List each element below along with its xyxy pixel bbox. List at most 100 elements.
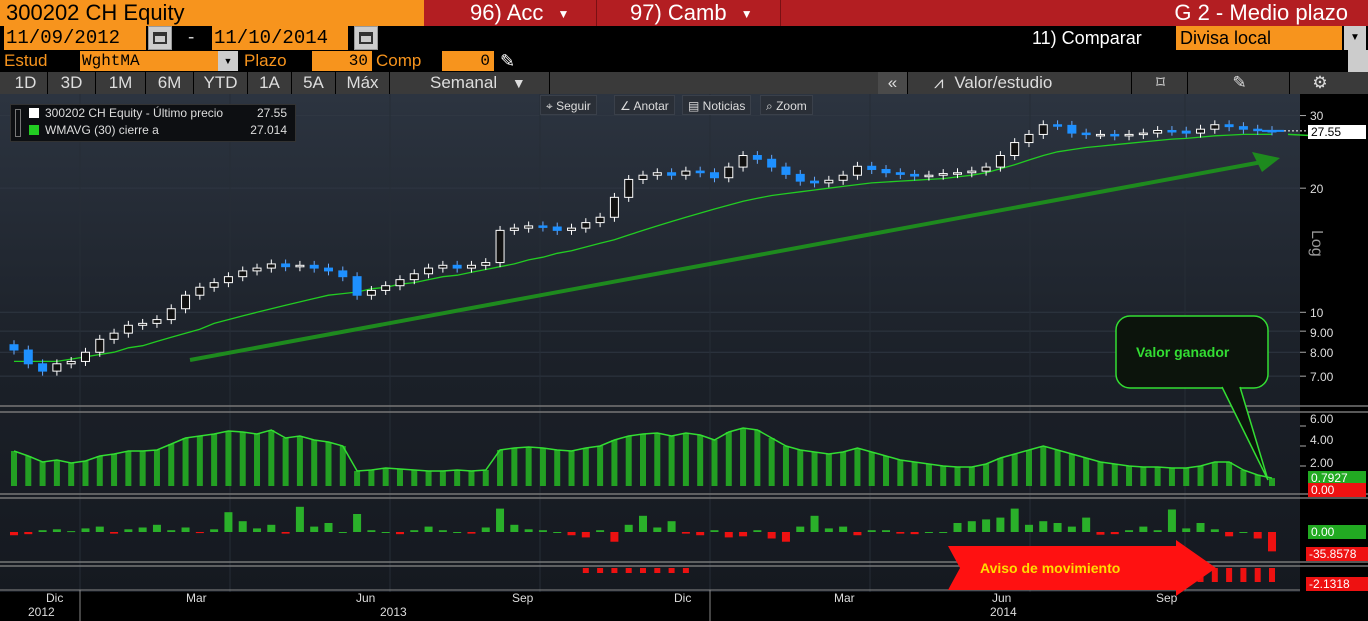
chart-line-icon: ⩘ bbox=[934, 73, 944, 92]
volume-bar bbox=[1269, 478, 1275, 486]
period-button[interactable]: 1A bbox=[248, 72, 292, 94]
zoom-tool[interactable]: ⌕ Zoom bbox=[760, 95, 813, 115]
period-button[interactable]: YTD bbox=[194, 72, 248, 94]
chevron-down-icon[interactable]: ▼ bbox=[1344, 26, 1366, 50]
study-field[interactable]: WghtMA bbox=[80, 51, 218, 71]
momentum-bar bbox=[110, 532, 119, 534]
momentum-bar bbox=[481, 527, 490, 532]
momentum-bar bbox=[295, 506, 304, 532]
momentum-bar bbox=[238, 521, 247, 532]
volume-bar bbox=[1183, 468, 1190, 486]
volume-bar bbox=[868, 452, 875, 486]
frequency-value: Semanal bbox=[430, 73, 498, 92]
momentum-bar bbox=[152, 524, 161, 532]
period-button[interactable]: 6M bbox=[146, 72, 194, 94]
x-month-label: Mar bbox=[834, 591, 855, 605]
frequency-select[interactable]: Semanal ▼ bbox=[420, 72, 550, 94]
calendar-icon[interactable] bbox=[354, 26, 378, 50]
search-icon: ⌕ bbox=[766, 99, 777, 113]
momentum-bar bbox=[1067, 526, 1076, 532]
value-study-button[interactable]: ⩘ Valor/estudio bbox=[910, 72, 1132, 94]
candle-body bbox=[910, 173, 920, 177]
period-button[interactable]: 1D bbox=[4, 72, 48, 94]
candle-body bbox=[838, 174, 848, 181]
candle-body bbox=[52, 363, 62, 372]
momentum-bar bbox=[939, 532, 948, 533]
warning-arrow bbox=[948, 540, 1216, 596]
candle-body bbox=[867, 165, 877, 170]
candle-body bbox=[695, 170, 705, 174]
period-button[interactable]: 3D bbox=[48, 72, 96, 94]
volume-bar bbox=[597, 446, 604, 486]
x-year-label: 2014 bbox=[990, 605, 1017, 619]
compare-currency-select[interactable]: Divisa local bbox=[1176, 26, 1342, 50]
candle-body bbox=[824, 179, 834, 184]
panel2-tick-label: 6.00 bbox=[1310, 412, 1334, 426]
momentum-bar bbox=[724, 532, 733, 538]
momentum-bar bbox=[610, 532, 619, 542]
x-month-label: Sep bbox=[1156, 591, 1178, 605]
volume-bar bbox=[854, 448, 861, 486]
candle-body bbox=[1138, 132, 1148, 136]
callout-pointer bbox=[1221, 386, 1269, 481]
candle-body bbox=[752, 155, 762, 160]
signal-bar bbox=[682, 568, 689, 573]
candle-body bbox=[924, 174, 934, 178]
follow-tool[interactable]: ⌖ Seguir bbox=[540, 95, 597, 115]
candle-body bbox=[138, 322, 148, 326]
momentum-bar bbox=[538, 530, 547, 532]
candle-body bbox=[80, 351, 90, 362]
period-button[interactable]: 5A bbox=[292, 72, 336, 94]
move-warning-label: Aviso de movimiento bbox=[980, 560, 1121, 576]
volume-bar bbox=[482, 470, 489, 486]
momentum-bar bbox=[581, 532, 590, 538]
candle-body bbox=[309, 264, 319, 269]
volume-bar bbox=[925, 464, 932, 486]
momentum-bar bbox=[253, 528, 262, 532]
volume-bar bbox=[1168, 468, 1175, 486]
chevron-down-icon[interactable]: ▼ bbox=[218, 51, 238, 71]
comp-field[interactable]: 0 bbox=[442, 51, 494, 71]
edit-chart-icon[interactable]: ✎ bbox=[1190, 72, 1290, 94]
collapse-button[interactable]: « bbox=[878, 72, 908, 94]
candle-body bbox=[9, 344, 19, 351]
news-tool[interactable]: ▤ Noticias bbox=[682, 95, 752, 115]
momentum-bar bbox=[181, 527, 190, 532]
calendar-icon[interactable] bbox=[148, 26, 172, 50]
volume-bar bbox=[1083, 458, 1090, 486]
volume-bar bbox=[640, 434, 646, 486]
period-field[interactable]: 30 bbox=[312, 51, 372, 71]
momentum-bar bbox=[267, 524, 276, 532]
pencil-icon[interactable]: ✎ bbox=[500, 51, 516, 71]
candle-body bbox=[609, 196, 619, 218]
start-date-field[interactable]: 11/09/2012 bbox=[4, 26, 146, 50]
period-button[interactable]: 1M bbox=[96, 72, 146, 94]
security-title[interactable]: 300202 CH Equity bbox=[0, 0, 424, 26]
volume-bar bbox=[254, 434, 261, 486]
chart-area[interactable] bbox=[0, 94, 1300, 592]
legend-handle[interactable] bbox=[15, 109, 21, 137]
volume-bar bbox=[954, 467, 961, 486]
bookmark-icon[interactable]: ⌑ bbox=[1134, 72, 1188, 94]
candle-body bbox=[324, 267, 333, 272]
annotate-tool[interactable]: ∠ Anotar bbox=[614, 95, 675, 115]
candle-body bbox=[581, 222, 591, 229]
signal-bar bbox=[1211, 568, 1218, 582]
volume-bar bbox=[182, 438, 189, 486]
end-date-field[interactable]: 11/10/2014 bbox=[212, 26, 348, 50]
scroll-handle[interactable] bbox=[1348, 50, 1368, 72]
y-tick-label: 8.00 bbox=[1310, 346, 1334, 360]
signal-bar bbox=[1254, 568, 1261, 582]
crosshair-icon: ⌖ bbox=[546, 99, 557, 113]
candle-body bbox=[624, 178, 634, 198]
cambiar-menu[interactable]: 97) Camb ▼ bbox=[630, 0, 753, 26]
volume-bar bbox=[239, 432, 246, 486]
signal-bar bbox=[625, 568, 632, 573]
momentum-bar bbox=[1167, 509, 1176, 532]
period-button[interactable]: Máx bbox=[336, 72, 390, 94]
momentum-bar bbox=[281, 532, 290, 534]
acc-menu[interactable]: 96) Acc ▼ bbox=[470, 0, 569, 26]
volume-bar bbox=[282, 438, 289, 486]
gear-icon[interactable]: ⚙ bbox=[1292, 72, 1348, 94]
signal-bar bbox=[1240, 568, 1247, 582]
